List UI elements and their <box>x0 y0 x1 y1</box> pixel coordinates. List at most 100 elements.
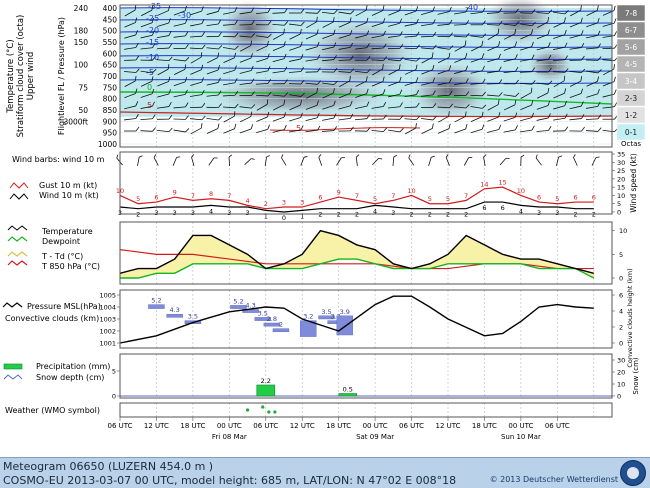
cloud-legend-label: 5-6 <box>625 43 637 52</box>
convective-cloud-label: 2.8 <box>267 315 277 323</box>
cross-section-y-title: Stratiform cloud cover (octa) <box>16 15 26 138</box>
surface-wind-barb-flag <box>394 155 397 157</box>
pressure-tick-label: 500 <box>103 27 118 36</box>
weather-legend-label: Weather (WMO symbol) <box>5 406 100 415</box>
day-label: Fri 08 Mar <box>212 433 247 441</box>
surface-wind-barb-staff <box>245 159 252 165</box>
upper-wind-barb-flag <box>613 77 617 82</box>
surface-wind-barb-flag <box>318 154 321 157</box>
meteogram-chart: 4004505005506006507007508008509009501000… <box>0 0 650 457</box>
dewpoint-legend-label: Dewpoint <box>42 237 80 246</box>
precipitation-bar <box>339 394 357 397</box>
surface-wind-barb-flag <box>214 156 218 159</box>
convective-cloud-label: 4.3 <box>169 306 179 314</box>
gust-value-label: 6 <box>573 194 577 202</box>
gust-value-label: 7 <box>227 192 231 200</box>
wind-value-label: 3 <box>245 209 249 217</box>
surface-wind-barb-flag <box>535 155 539 158</box>
time-axis-label: 12 UTC <box>435 422 460 430</box>
wind-value-label: 2 <box>446 211 450 219</box>
surface-wind-barb-staff <box>500 158 506 165</box>
pressure-legend-swatch <box>3 303 22 307</box>
cloud-legend-label: 6-7 <box>625 26 637 35</box>
surface-wind-barb <box>535 155 544 166</box>
cloud-cover-area <box>528 47 572 83</box>
convective-cloud-bar <box>167 314 183 317</box>
wind-value-label: 3 <box>391 209 395 217</box>
surface-wind-barb-flag <box>431 155 434 158</box>
wind-y-tick-label: 10 <box>617 192 625 200</box>
pressure-y-tick-label: 1004 <box>99 304 116 312</box>
surface-wind-barb-staff <box>356 157 357 166</box>
surface-wind-barb <box>573 154 580 165</box>
pressure-y-tick-label: 1002 <box>99 328 116 336</box>
surface-wind-barb-flag <box>266 155 269 157</box>
wind-y-tick-label: 30 <box>617 159 625 167</box>
wind-y-tick-label: 25 <box>617 167 625 175</box>
surface-wind-barb <box>521 155 524 166</box>
time-axis-label: 12 UTC <box>144 422 169 430</box>
gust-value-label: 6 <box>154 194 158 202</box>
copyright-text: © 2013 Deutscher Wetterdienst <box>490 475 618 484</box>
gust-value-label: 15 <box>499 179 507 187</box>
flight-level-label: 180 <box>74 27 89 36</box>
flight-level-label: 150 <box>74 38 89 47</box>
wind-value-label: 3 <box>191 209 195 217</box>
precip-y-tick-label: 0 <box>112 393 116 401</box>
surface-wind-barb-flag <box>280 154 284 157</box>
gust-value-label: 5 <box>136 195 140 203</box>
surface-wind-barb <box>483 155 488 166</box>
surface-wind-barb <box>356 155 360 166</box>
surface-wind-barb-staff <box>573 157 577 165</box>
surface-wind-barb-flag <box>469 156 473 159</box>
cloud-legend-label: 0-1 <box>625 128 637 137</box>
surface-wind-barb <box>337 156 345 167</box>
pressure-tick-label: 1000 <box>98 140 117 149</box>
cloud-legend-label: 2-3 <box>625 94 637 103</box>
pressure-tick-label: 550 <box>103 38 118 47</box>
flight-level-label: 50 <box>78 106 88 115</box>
surface-wind-barb-staff <box>393 157 394 166</box>
convective-cloud-label: 5.2 <box>233 297 243 305</box>
cross-section-y-title: Temperature (°C) <box>6 39 16 113</box>
temp-y-tick-label: 10 <box>619 227 627 235</box>
dwd-logo-icon <box>620 460 646 486</box>
convective-cloud-label: 5.2 <box>151 297 161 305</box>
wind-value-label: 3 <box>537 209 541 217</box>
time-axis-label: 18 UTC <box>326 422 351 430</box>
wind-value-label: 2 <box>136 211 140 219</box>
wind-value-label: 3 <box>154 209 158 217</box>
cloud-legend-title: Octas <box>621 140 641 148</box>
cross-section-y-title: Upper wind <box>26 52 36 101</box>
gust-value-label: 9 <box>337 189 341 197</box>
gust-value-label: 2 <box>264 200 268 208</box>
surface-wind-barb-staff <box>173 157 177 165</box>
snow-legend-swatch <box>4 375 22 379</box>
surface-wind-barb-staff <box>319 157 322 166</box>
wind-value-label: 2 <box>337 211 341 219</box>
gust-value-label: 10 <box>517 187 525 195</box>
convective-cloud-bar <box>337 316 353 335</box>
wind-value-label: 2 <box>355 211 359 219</box>
surface-wind-barb <box>229 155 233 166</box>
surface-wind-barb <box>191 154 197 165</box>
surface-wind-barb-flag <box>116 155 120 158</box>
pressure-tick-label: 900 <box>103 117 118 126</box>
surface-wind-barb <box>280 154 288 165</box>
gust-value-label: 7 <box>391 192 395 200</box>
surface-wind-barb-staff <box>137 157 139 166</box>
wind-legend-swatch <box>10 194 28 199</box>
convective-cloud-bar <box>230 305 246 308</box>
gust-value-label: 5 <box>373 195 377 203</box>
gust-value-label: 6 <box>318 194 322 202</box>
pressure-tick-label: 950 <box>103 129 118 138</box>
isotherm-label: -15 <box>146 38 159 47</box>
pressure-y-tick-label: 1005 <box>99 292 116 300</box>
gust-value-label: 7 <box>191 192 195 200</box>
temp-y-tick-label: 5 <box>619 251 623 259</box>
gust-value-label: 3 <box>282 199 286 207</box>
surface-wind-barb-flag <box>445 154 449 157</box>
wind-value-label: 3 <box>173 209 177 217</box>
wind-y-tick-label: 0 <box>617 209 621 217</box>
surface-wind-barb-flag <box>251 157 255 161</box>
